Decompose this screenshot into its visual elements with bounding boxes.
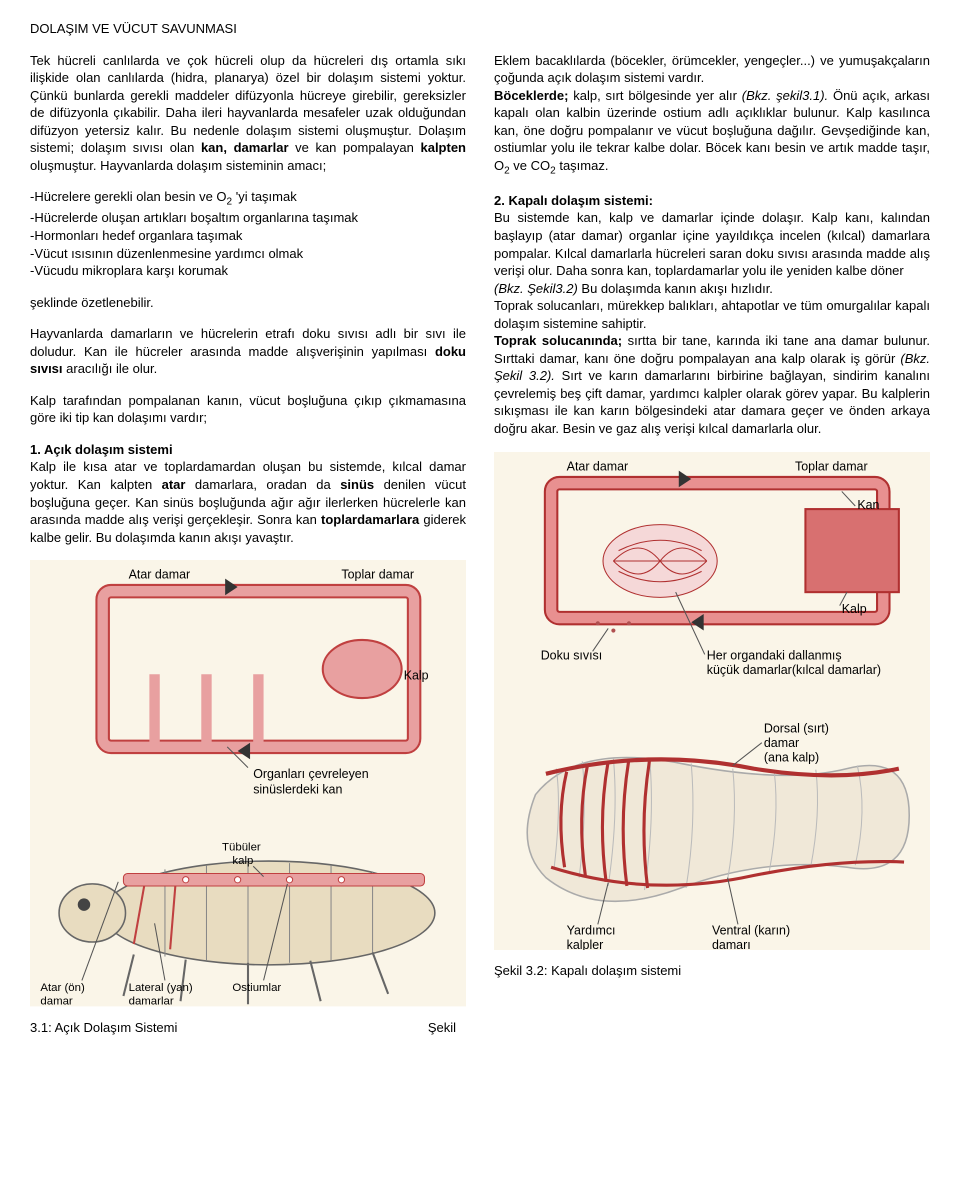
right-column: Eklem bacaklılarda (böcekler, örümcekler… [494, 52, 930, 1037]
left-para-1: Tek hücreli canlılarda ve çok hücreli ol… [30, 52, 466, 175]
label-ostium: Ostiumlar [232, 982, 281, 994]
text: -Hücrelere gerekli olan besin ve O [30, 189, 227, 204]
label-toplar: Toplar damar [341, 568, 414, 582]
label-kilcal-1: Her organdaki dallanmış [707, 648, 842, 662]
text: Sırt ve karın damarlarını birbirine bağl… [494, 368, 930, 436]
text-bold: sinüs [340, 477, 374, 492]
label-dorsal-1: Dorsal (sırt) [764, 721, 829, 735]
label-organ-1: Organları çevreleyen [253, 767, 369, 781]
figure-open-circulation: Atar damar Toplar damar Kalp Organları ç… [30, 560, 466, 1036]
figure-closed-circulation: Atar damar Toplar damar Kan Kalp Doku sı… [494, 452, 930, 980]
page-title: DOLAŞIM VE VÜCUT SAVUNMASI [30, 20, 930, 38]
figure-1-caption: 3.1: Açık Dolaşım Sistemi [30, 1019, 177, 1037]
text-bold: kan, damarlar [201, 140, 289, 155]
text-italic: (Bkz. Şekil3.2) [494, 281, 578, 296]
left-column: Tek hücreli canlılarda ve çok hücreli ol… [30, 52, 466, 1037]
section-heading-1: 1. Açık dolaşım sistemi [30, 441, 466, 459]
label-dorsal-3: (ana kalp) [764, 750, 819, 764]
two-column-layout: Tek hücreli canlılarda ve çok hücreli ol… [30, 52, 930, 1037]
left-para-2: şeklinde özetlenebilir. [30, 294, 466, 312]
list-item: -Vücudu mikroplara karşı korumak [30, 262, 466, 280]
text: damarlara, oradan da [185, 477, 340, 492]
left-para-3: Hayvanlarda damarların ve hücrelerin etr… [30, 325, 466, 378]
list-item: -Hücrelere gerekli olan besin ve O2 'yi … [30, 188, 466, 209]
label-dorsal-2: damar [764, 735, 799, 749]
text: aracılığı ile olur. [63, 361, 158, 376]
text-bold: kalpten [420, 140, 466, 155]
text: Toprak solucanları, mürekkep balıkları, … [494, 298, 930, 331]
text: ve kan pompalayan [289, 140, 421, 155]
label-lateral-2: damarlar [129, 996, 174, 1007]
text: kalp, sırt bölgesinde yer alır [568, 88, 741, 103]
list-item: -Hormonları hedef organlara taşımak [30, 227, 466, 245]
label-toplar2: Toplar damar [795, 459, 868, 473]
text-italic: (Bkz. şekil3.1). [742, 88, 828, 103]
right-para-2: Bu sistemde kan, kalp ve damarlar içinde… [494, 209, 930, 437]
text: Eklem bacaklılarda (böcekler, örümcekler… [494, 53, 930, 86]
label-kalp2: Kalp [842, 601, 867, 615]
right-para-1: Eklem bacaklılarda (böcekler, örümcekler… [494, 52, 930, 178]
left-para-5: Kalp ile kısa atar ve toplardamardan olu… [30, 458, 466, 546]
label-atar2: Atar damar [567, 459, 629, 473]
label-kan: Kan [857, 498, 879, 512]
text-bold: Böceklerde; [494, 88, 568, 103]
label-organ-2: sinüslerdeki kan [253, 783, 342, 797]
open-circulation-svg: Atar damar Toplar damar Kalp Organları ç… [30, 560, 466, 1006]
label-atar: Atar damar [129, 568, 191, 582]
label-kilcal-2: küçük damarlar(kılcal damarlar) [707, 663, 881, 677]
left-para-4: Kalp tarafından pompalanan kanın, vücut … [30, 392, 466, 427]
text-bold: toplardamarlara [321, 512, 419, 527]
list-item: -Vücut ısısının düzenlenmesine yardımcı … [30, 245, 466, 263]
section-heading-2: 2. Kapalı dolaşım sistemi: [494, 192, 930, 210]
figure-2-caption: Şekil 3.2: Kapalı dolaşım sistemi [494, 962, 930, 980]
label-tubuler-2: kalp [232, 855, 253, 867]
label-atar-on-2: damar [40, 996, 73, 1007]
text-bold: atar [162, 477, 186, 492]
label-ventral-1: Ventral (karın) [712, 923, 790, 937]
text: Bu dolaşımda kanın akışı hızlıdır. [578, 281, 773, 296]
label-yardimci-1: Yardımcı [567, 923, 616, 937]
text: 'yi taşımak [232, 189, 297, 204]
figure-1-caption-sekil: Şekil [428, 1019, 456, 1037]
label-atar-on-1: Atar (ön) [40, 982, 85, 994]
label-kalp: Kalp [404, 669, 429, 683]
list-item: -Hücrelerde oluşan artıkları boşaltım or… [30, 209, 466, 227]
text: oluşmuştur. Hayvanlarda dolaşım sistemin… [30, 158, 326, 173]
figure-1-caption-row: 3.1: Açık Dolaşım Sistemi Şekil [30, 1011, 466, 1037]
label-yardimci-2: kalpler [567, 938, 604, 950]
closed-circulation-svg: Atar damar Toplar damar Kan Kalp Doku sı… [494, 452, 930, 950]
text: ve CO [510, 158, 550, 173]
label-ventral-2: damarı [712, 938, 751, 950]
label-tubuler-1: Tübüler [222, 842, 261, 854]
left-list: -Hücrelere gerekli olan besin ve O2 'yi … [30, 188, 466, 279]
text: Hayvanlarda damarların ve hücrelerin etr… [30, 326, 466, 359]
text-bold: Toprak solucanında; [494, 333, 622, 348]
text: Bu sistemde kan, kalp ve damarlar içinde… [494, 210, 930, 278]
label-lateral-1: Lateral (yan) [129, 982, 193, 994]
text: taşımaz. [556, 158, 609, 173]
